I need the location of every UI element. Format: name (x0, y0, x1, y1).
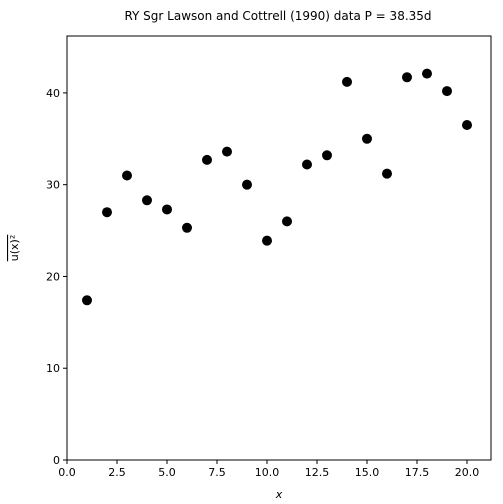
point (402, 72, 412, 83)
point (202, 154, 212, 165)
point (142, 195, 152, 206)
chart-title: RY Sgr Lawson and Cottrell (1990) data P… (124, 9, 431, 23)
y-tick-label: 20 (46, 270, 60, 283)
y-tick-label: 0 (53, 454, 60, 467)
point (422, 68, 432, 79)
point (442, 86, 452, 97)
point (382, 168, 392, 179)
plot-frame (66, 35, 492, 461)
x-tick-label: 5.0 (158, 466, 176, 479)
x-axis-label: x (275, 488, 283, 501)
x-tick-label: 15.0 (355, 466, 380, 479)
point (462, 120, 472, 131)
y-axis-label: u(x)² (8, 235, 21, 261)
point (342, 76, 352, 87)
point (162, 204, 172, 215)
point (282, 216, 292, 227)
point (102, 207, 112, 218)
x-tick-label: 7.5 (208, 466, 226, 479)
point (262, 235, 272, 246)
x-tick-label: 12.5 (305, 466, 330, 479)
x-tick-label: 17.5 (405, 466, 430, 479)
point (82, 295, 92, 306)
point (242, 179, 252, 190)
point (322, 150, 332, 161)
y-tick-label: 40 (46, 87, 60, 100)
x-tick-label: 0.0 (58, 466, 76, 479)
point (362, 133, 372, 144)
x-tick-label: 20.0 (455, 466, 480, 479)
y-tick-label: 30 (46, 179, 60, 192)
point (302, 159, 312, 170)
point (122, 170, 132, 181)
point (222, 146, 232, 157)
point (182, 222, 192, 233)
y-tick-label: 10 (46, 362, 60, 375)
x-tick-label: 2.5 (108, 466, 126, 479)
x-tick-label: 10.0 (255, 466, 280, 479)
